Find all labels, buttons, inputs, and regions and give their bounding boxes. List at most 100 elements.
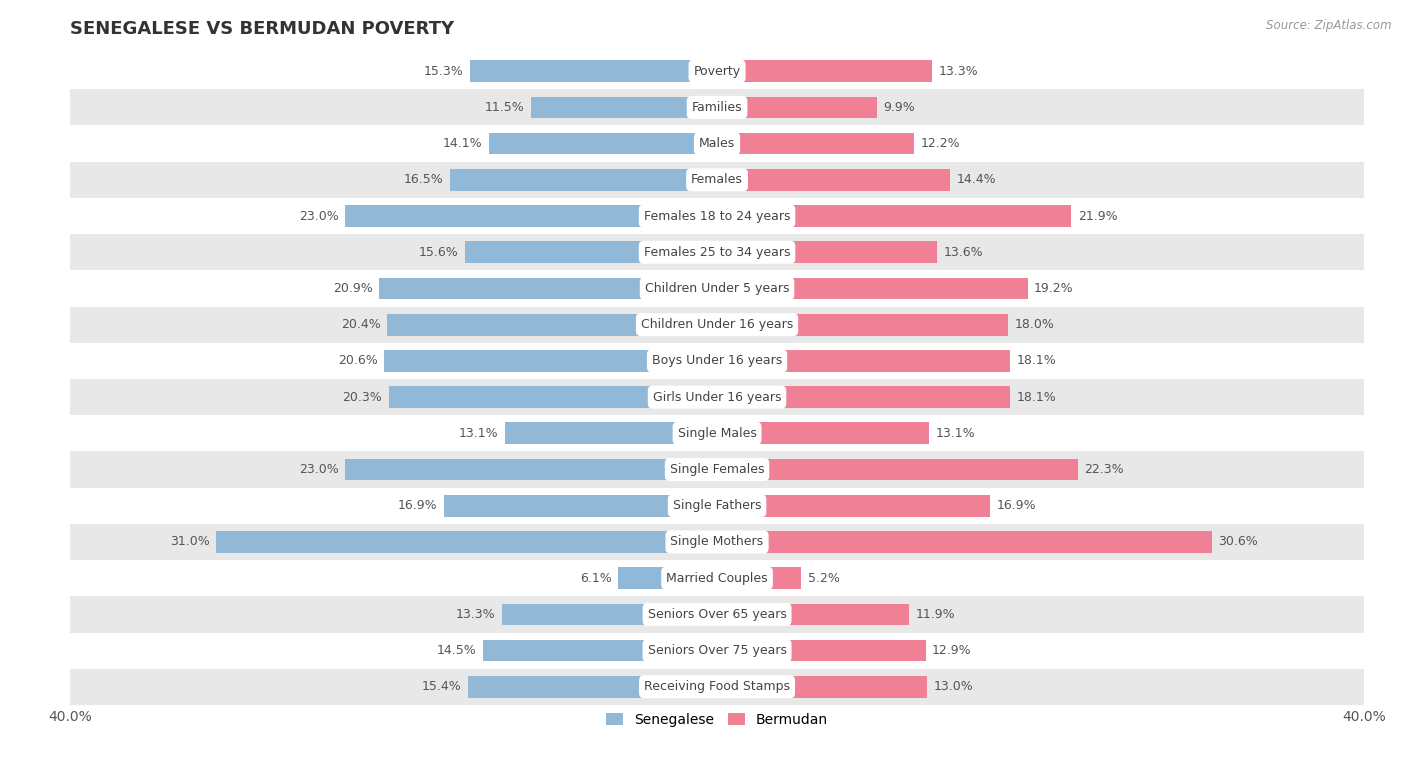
Text: 11.5%: 11.5%: [485, 101, 524, 114]
Bar: [70, 234, 1364, 271]
Bar: [344, 205, 717, 227]
Text: 13.3%: 13.3%: [939, 64, 979, 77]
Bar: [70, 343, 1364, 379]
Text: 18.0%: 18.0%: [1015, 318, 1054, 331]
Bar: [70, 632, 1364, 669]
Text: 21.9%: 21.9%: [1077, 209, 1118, 223]
Bar: [470, 61, 717, 82]
Text: 22.3%: 22.3%: [1084, 463, 1123, 476]
Text: Females 25 to 34 years: Females 25 to 34 years: [644, 246, 790, 258]
Bar: [70, 126, 1364, 161]
Text: 9.9%: 9.9%: [883, 101, 915, 114]
Text: Females 18 to 24 years: Females 18 to 24 years: [644, 209, 790, 223]
Text: SENEGALESE VS BERMUDAN POVERTY: SENEGALESE VS BERMUDAN POVERTY: [70, 20, 454, 38]
Bar: [389, 387, 717, 408]
Bar: [482, 640, 717, 662]
Bar: [717, 531, 1212, 553]
Bar: [70, 53, 1364, 89]
Bar: [717, 169, 950, 191]
Bar: [468, 676, 717, 697]
Text: Single Males: Single Males: [678, 427, 756, 440]
Bar: [717, 277, 1028, 299]
Text: 18.1%: 18.1%: [1017, 390, 1056, 403]
Bar: [717, 314, 1008, 336]
Bar: [531, 96, 717, 118]
Text: 30.6%: 30.6%: [1218, 535, 1258, 549]
Text: Single Mothers: Single Mothers: [671, 535, 763, 549]
Bar: [717, 133, 914, 155]
Text: Children Under 16 years: Children Under 16 years: [641, 318, 793, 331]
Bar: [619, 567, 717, 589]
Text: Males: Males: [699, 137, 735, 150]
Text: 13.3%: 13.3%: [456, 608, 495, 621]
Text: 19.2%: 19.2%: [1033, 282, 1074, 295]
Text: Seniors Over 75 years: Seniors Over 75 years: [648, 644, 786, 657]
Text: 15.6%: 15.6%: [419, 246, 458, 258]
Bar: [450, 169, 717, 191]
Bar: [465, 241, 717, 263]
Bar: [384, 350, 717, 371]
Text: 16.9%: 16.9%: [398, 500, 437, 512]
Text: 11.9%: 11.9%: [915, 608, 956, 621]
Bar: [502, 603, 717, 625]
Text: Single Females: Single Females: [669, 463, 765, 476]
Text: Children Under 5 years: Children Under 5 years: [645, 282, 789, 295]
Bar: [70, 597, 1364, 632]
Text: 15.3%: 15.3%: [423, 64, 463, 77]
Bar: [387, 314, 717, 336]
Bar: [717, 676, 928, 697]
Text: 16.9%: 16.9%: [997, 500, 1036, 512]
Text: 12.9%: 12.9%: [932, 644, 972, 657]
Bar: [717, 459, 1077, 481]
Bar: [505, 422, 717, 444]
Text: 12.2%: 12.2%: [921, 137, 960, 150]
Bar: [70, 306, 1364, 343]
Bar: [717, 603, 910, 625]
Bar: [717, 495, 990, 517]
Text: 20.9%: 20.9%: [333, 282, 373, 295]
Bar: [717, 96, 877, 118]
Text: Source: ZipAtlas.com: Source: ZipAtlas.com: [1267, 19, 1392, 32]
Text: 23.0%: 23.0%: [299, 463, 339, 476]
Bar: [70, 89, 1364, 126]
Bar: [344, 459, 717, 481]
Text: 6.1%: 6.1%: [581, 572, 612, 584]
Bar: [70, 560, 1364, 597]
Text: Poverty: Poverty: [693, 64, 741, 77]
Bar: [717, 387, 1010, 408]
Bar: [489, 133, 717, 155]
Text: Married Couples: Married Couples: [666, 572, 768, 584]
Bar: [70, 198, 1364, 234]
Text: Girls Under 16 years: Girls Under 16 years: [652, 390, 782, 403]
Bar: [717, 422, 929, 444]
Bar: [717, 350, 1010, 371]
Text: 16.5%: 16.5%: [404, 174, 444, 186]
Bar: [717, 640, 925, 662]
Text: 20.4%: 20.4%: [342, 318, 381, 331]
Text: 14.4%: 14.4%: [956, 174, 995, 186]
Text: 14.5%: 14.5%: [436, 644, 477, 657]
Bar: [215, 531, 717, 553]
Text: 31.0%: 31.0%: [170, 535, 209, 549]
Text: 5.2%: 5.2%: [807, 572, 839, 584]
Text: Families: Families: [692, 101, 742, 114]
Text: Receiving Food Stamps: Receiving Food Stamps: [644, 681, 790, 694]
Text: Seniors Over 65 years: Seniors Over 65 years: [648, 608, 786, 621]
Text: 13.0%: 13.0%: [934, 681, 973, 694]
Legend: Senegalese, Bermudan: Senegalese, Bermudan: [599, 706, 835, 734]
Text: Boys Under 16 years: Boys Under 16 years: [652, 355, 782, 368]
Bar: [444, 495, 717, 517]
Text: Single Fathers: Single Fathers: [673, 500, 761, 512]
Bar: [70, 452, 1364, 487]
Text: 23.0%: 23.0%: [299, 209, 339, 223]
Bar: [380, 277, 717, 299]
Bar: [70, 161, 1364, 198]
Bar: [70, 379, 1364, 415]
Bar: [70, 271, 1364, 306]
Bar: [717, 61, 932, 82]
Bar: [70, 415, 1364, 452]
Bar: [70, 669, 1364, 705]
Bar: [717, 205, 1071, 227]
Text: 13.1%: 13.1%: [935, 427, 974, 440]
Text: 13.6%: 13.6%: [943, 246, 983, 258]
